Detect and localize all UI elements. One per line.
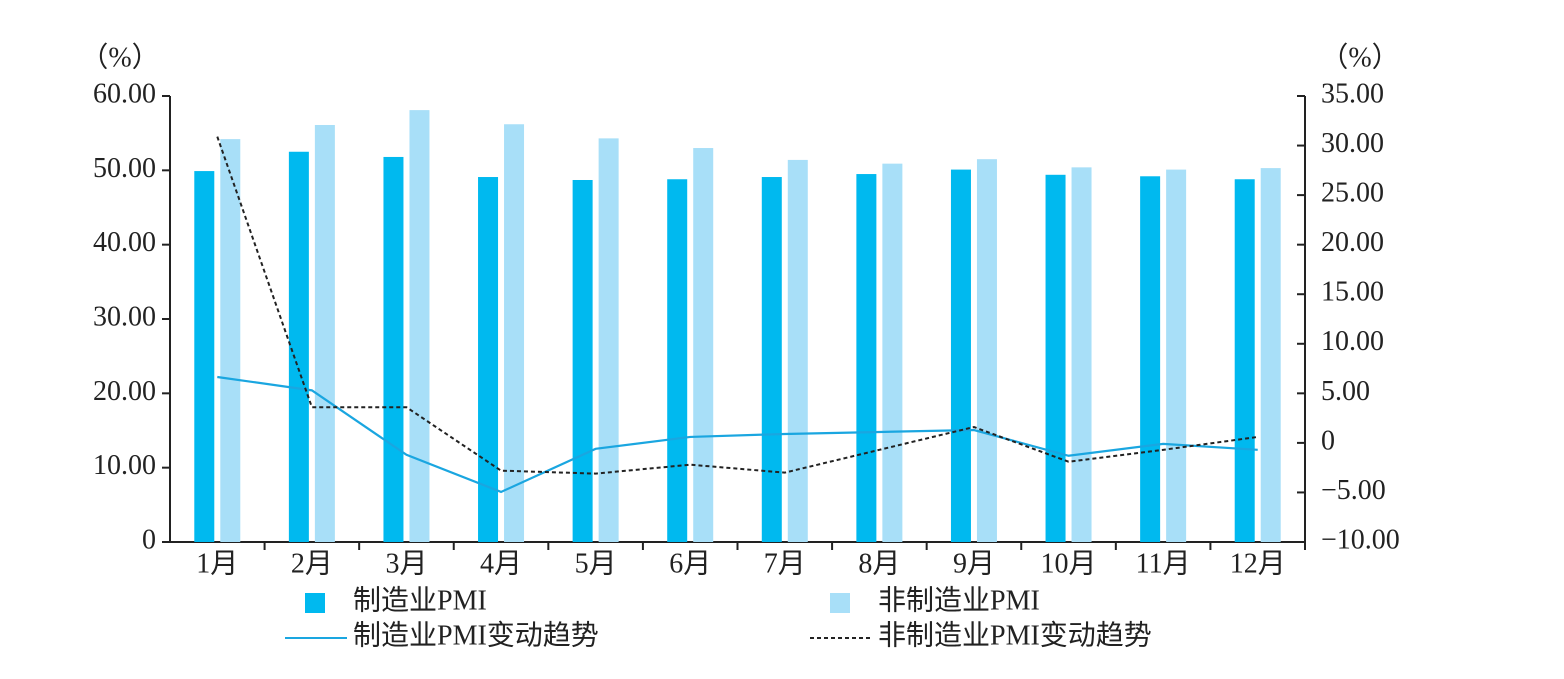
x-tick-label: 1月 bbox=[196, 548, 238, 579]
legend-label: 非制造业PMI变动趋势 bbox=[878, 619, 1152, 651]
bar bbox=[194, 171, 215, 542]
bar bbox=[882, 163, 903, 543]
bar bbox=[1166, 169, 1187, 542]
bar bbox=[383, 156, 404, 542]
bar bbox=[220, 139, 241, 542]
bar bbox=[598, 138, 619, 542]
y-tick-label: 20.00 bbox=[93, 376, 156, 407]
y2-tick-label: 10.00 bbox=[1321, 326, 1384, 357]
x-tick-label: 4月 bbox=[480, 548, 522, 579]
legend-label: 制造业PMI变动趋势 bbox=[353, 619, 599, 651]
y2-tick-label: 15.00 bbox=[1321, 277, 1384, 308]
y-axis-label: （%） bbox=[80, 41, 159, 73]
y2-tick-label: 5.00 bbox=[1321, 376, 1370, 407]
y2-tick-label: −5.00 bbox=[1321, 475, 1386, 506]
bar bbox=[1071, 167, 1092, 543]
x-tick-label: 9月 bbox=[953, 548, 995, 579]
y-tick-label: 10.00 bbox=[93, 450, 156, 481]
y2-tick-label: 0 bbox=[1321, 425, 1335, 456]
bar bbox=[1234, 179, 1255, 542]
line bbox=[216, 136, 1258, 475]
bar bbox=[1260, 168, 1281, 542]
bar bbox=[572, 179, 593, 542]
y-tick-label: 40.00 bbox=[93, 227, 156, 258]
bar bbox=[761, 177, 782, 543]
y-tick-label: 60.00 bbox=[93, 78, 156, 109]
bar bbox=[693, 148, 714, 543]
legend-label: 非制造业PMI bbox=[878, 584, 1040, 616]
x-tick-label: 6月 bbox=[669, 548, 711, 579]
x-tick-label: 11月 bbox=[1136, 548, 1191, 579]
bar bbox=[1045, 174, 1066, 542]
x-tick-label: 8月 bbox=[858, 548, 900, 579]
legend-label: 制造业PMI bbox=[353, 584, 487, 616]
bar bbox=[667, 179, 688, 542]
y2-tick-label: 25.00 bbox=[1321, 178, 1384, 209]
bar bbox=[478, 177, 499, 543]
y2-axis-label: （%） bbox=[1320, 41, 1399, 73]
bar bbox=[950, 169, 971, 542]
bar bbox=[856, 174, 877, 543]
bar bbox=[1140, 176, 1161, 542]
bar bbox=[409, 110, 430, 542]
bar bbox=[976, 159, 997, 542]
legend-swatch bbox=[830, 593, 850, 613]
y2-tick-label: 35.00 bbox=[1321, 78, 1384, 109]
bar bbox=[504, 124, 525, 542]
legend-swatch bbox=[305, 593, 325, 613]
y-tick-label: 0 bbox=[142, 524, 156, 555]
y-tick-label: 50.00 bbox=[93, 153, 156, 184]
bar bbox=[787, 159, 808, 542]
y2-tick-label: −10.00 bbox=[1321, 524, 1400, 555]
x-tick-label: 2月 bbox=[291, 548, 333, 579]
x-tick-label: 3月 bbox=[385, 548, 427, 579]
x-tick-label: 12月 bbox=[1230, 548, 1286, 579]
y2-tick-label: 30.00 bbox=[1321, 128, 1384, 159]
line bbox=[217, 375, 1258, 494]
x-tick-label: 7月 bbox=[764, 548, 806, 579]
y2-tick-label: 20.00 bbox=[1321, 227, 1384, 258]
x-tick-label: 10月 bbox=[1041, 548, 1097, 579]
bar bbox=[314, 124, 335, 543]
bar bbox=[288, 151, 309, 542]
x-tick-label: 5月 bbox=[575, 548, 617, 579]
y-tick-label: 30.00 bbox=[93, 301, 156, 332]
